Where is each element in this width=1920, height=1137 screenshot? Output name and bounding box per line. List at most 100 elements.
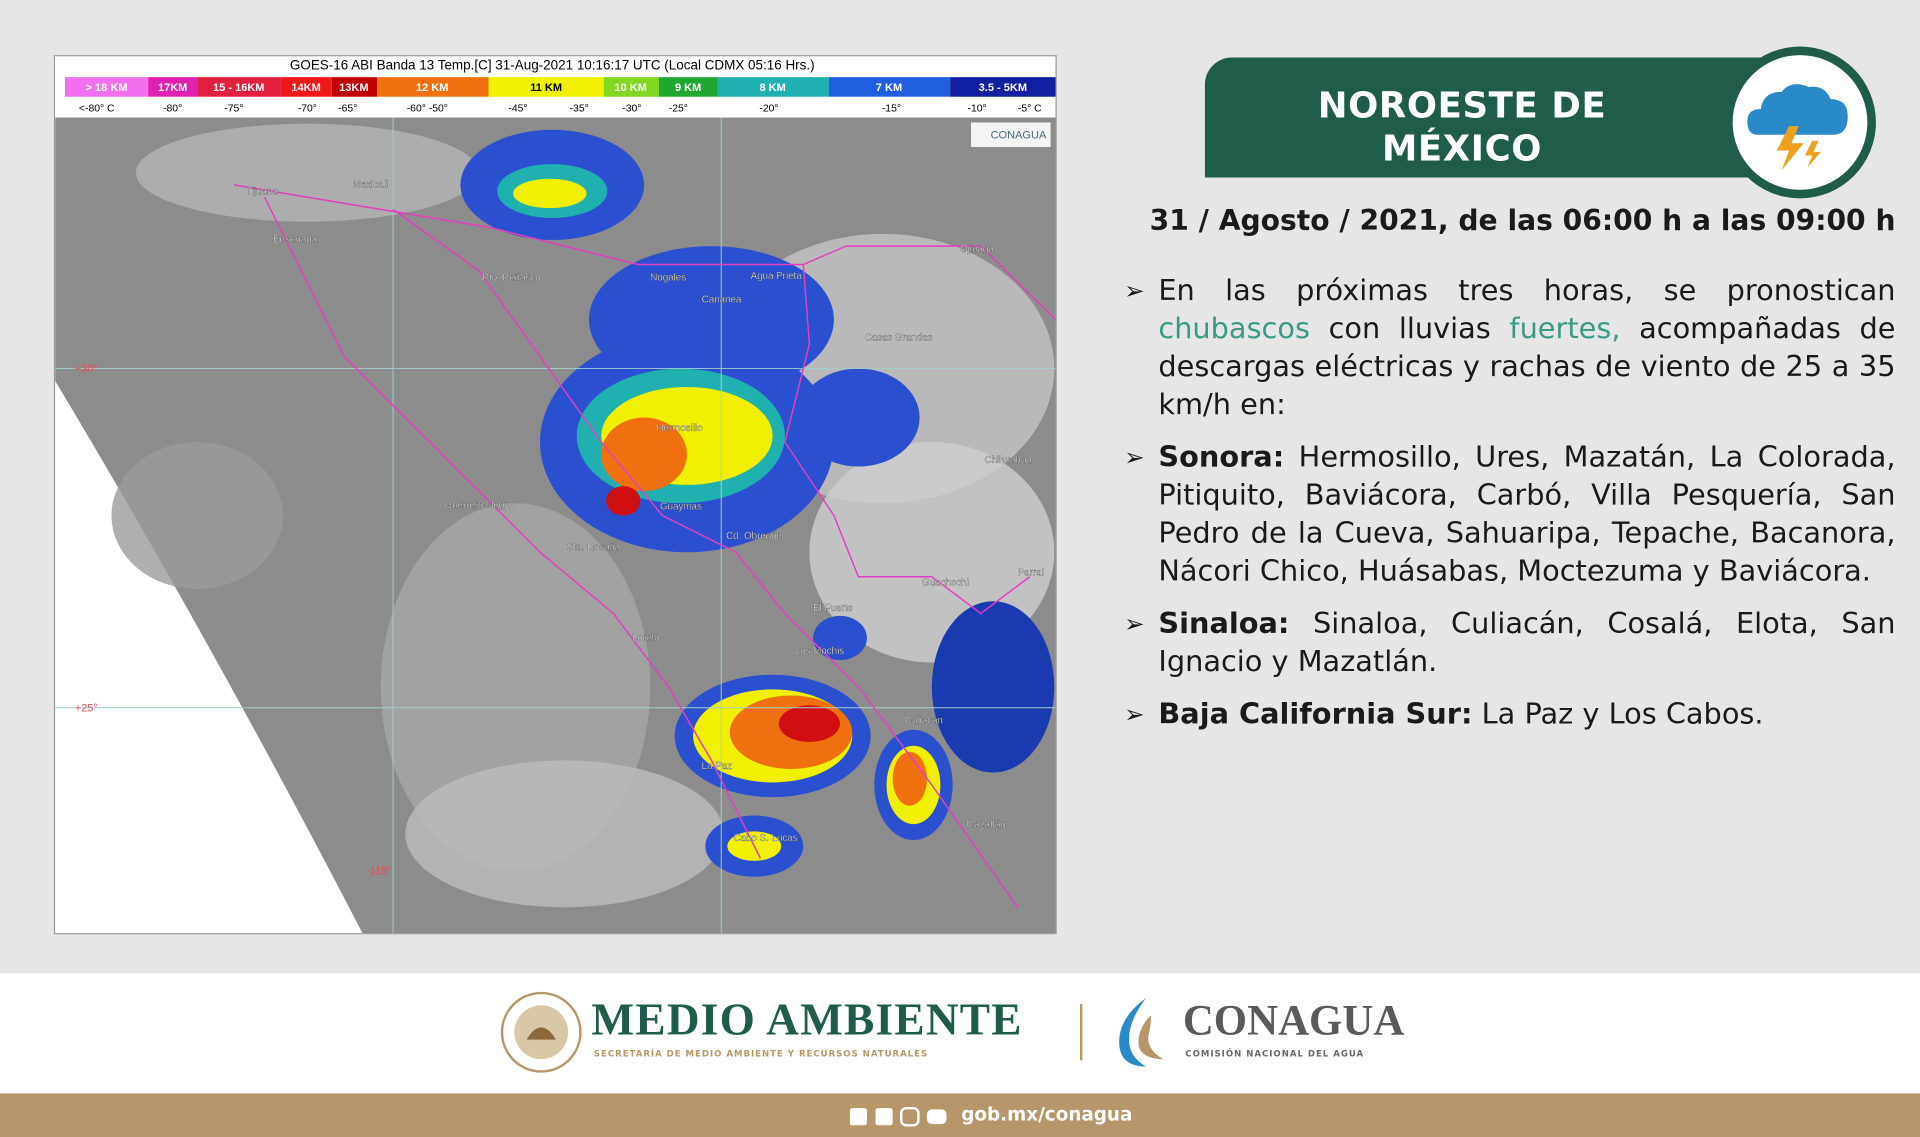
scale-label: 15 - 16KM: [213, 82, 264, 94]
place-label: Cabo S. Lucas: [733, 833, 797, 844]
coastline: [392, 208, 1019, 908]
border: [784, 264, 1031, 615]
shape: [875, 1108, 893, 1126]
cloud: [111, 442, 283, 589]
shape: [526, 1027, 556, 1040]
text: La Paz y Los Cabos.: [1481, 696, 1764, 732]
temp-label: -60° -50°: [407, 104, 448, 115]
place-label: Hermosillo: [656, 423, 703, 434]
scale-label: > 18 KM: [86, 82, 128, 94]
text: Hermosillo, Ures, Mazatán, La Colorada, …: [1158, 439, 1896, 588]
divider: [1080, 1004, 1083, 1061]
temp-label: -5° C: [1018, 104, 1042, 115]
forecast-list: En las próximas tres horas, se pronostic…: [1124, 272, 1895, 748]
scale-label: 12 KM: [416, 82, 448, 94]
place-label: Mexicali: [353, 179, 388, 190]
social-icons: [849, 1106, 947, 1127]
scale-label: 7 KM: [876, 82, 902, 94]
scale-swatch: [488, 77, 604, 97]
state-label: Sonora:: [1158, 439, 1285, 474]
shape: [900, 1106, 920, 1127]
place-label: Culiacán: [905, 716, 943, 727]
highlight: chubascos: [1158, 311, 1310, 346]
watermark: CONAGUA: [991, 129, 1047, 141]
weather-icon: [1724, 46, 1876, 199]
scale-swatch: [64, 77, 149, 97]
place-label: Agua Prieta: [751, 271, 803, 282]
storm: [931, 601, 1055, 773]
place-label: Guerrero Negro: [444, 500, 513, 511]
place-label: Ojinaga: [960, 244, 994, 255]
place-label: Parral: [1018, 568, 1044, 579]
imagery: [55, 117, 1056, 934]
temp-label: -30°: [622, 104, 641, 115]
place-label: Los Mochis: [795, 646, 845, 657]
scale-label: 14KM: [291, 82, 320, 94]
scale-swatch: [197, 77, 281, 97]
temp-label: -10°: [968, 104, 987, 115]
temp-label: -75°: [224, 104, 243, 115]
storm: [813, 615, 867, 661]
scale-swatch: [603, 77, 659, 97]
lightning-icon: [1776, 126, 1804, 171]
url: gob.mx/conagua: [961, 1103, 1133, 1126]
conagua-logo: [1119, 997, 1164, 1067]
forecast-item: En las próximas tres horas, se pronostic…: [1124, 272, 1895, 424]
grid-label: -115°: [366, 865, 392, 877]
grid-label: +30°: [75, 363, 98, 375]
shape: [1119, 997, 1147, 1067]
storm: [606, 486, 641, 516]
place-label: Pto. Peñasco: [482, 272, 541, 283]
text: con lluvias: [1328, 311, 1491, 346]
scale-label: 8 KM: [759, 82, 785, 94]
scale-label: 9 KM: [675, 82, 701, 94]
satellite-map: GOES-16 ABI Banda 13 Temp.[C] 31-Aug-202…: [53, 55, 1057, 935]
shape: [926, 1109, 947, 1125]
state-label: Sinaloa:: [1158, 606, 1290, 641]
scale-label: 17KM: [158, 82, 187, 94]
place-label: Guachochi: [922, 577, 969, 588]
state-label: Baja California Sur:: [1158, 696, 1473, 732]
place-label: Mazatlán: [966, 820, 1006, 831]
color-scale: > 18 KM 17KM 15 - 16KM 14KM 13KM 12 KM 1…: [64, 77, 1056, 115]
brand: CONAGUA: [1182, 996, 1405, 1045]
scale-swatch: [717, 77, 829, 97]
place-label: El Fuerte: [813, 603, 853, 614]
temp-label: -65°: [338, 104, 357, 115]
title-banner: NOROESTE DE MÉXICO: [1204, 57, 1781, 178]
brand-sub: SECRETARÍA DE MEDIO AMBIENTE Y RECURSOS …: [593, 1049, 929, 1060]
cloud: [135, 123, 479, 222]
temp-label: -45°: [508, 104, 527, 115]
scale-swatch: [148, 77, 198, 97]
place-label: Tijuana: [246, 187, 278, 198]
grid-label: +25°: [75, 702, 98, 714]
scale-swatch: [331, 77, 378, 97]
storm: [797, 368, 920, 467]
text: Sinaloa, Culiacán, Cosalá, Elota, San Ig…: [1158, 606, 1896, 679]
cloud-icon: [1747, 84, 1848, 135]
scale-swatch: [280, 77, 332, 97]
text: En las próximas tres horas, se pronostic…: [1158, 273, 1896, 308]
coastline: [263, 196, 762, 859]
temp-label: -70°: [298, 104, 317, 115]
storm: [892, 751, 927, 806]
scale-label: 13KM: [339, 82, 368, 94]
footer: [0, 973, 1920, 1094]
place-label: Chihuahua: [984, 455, 1032, 466]
title-line: MÉXICO: [1381, 127, 1543, 169]
lightning-icon: [1804, 140, 1821, 168]
border: [233, 184, 1056, 321]
scale-swatch: [377, 77, 489, 97]
bottom-bar: [0, 1093, 1920, 1137]
scale-swatch: [828, 77, 951, 97]
forecast-item: Baja California Sur: La Paz y Los Cabos.: [1124, 696, 1895, 734]
place-label: Ensenada: [273, 234, 318, 245]
shape: [1080, 1004, 1083, 1061]
date: 31 / Agosto / 2021, de las 06:00 h a las…: [1149, 205, 1896, 238]
scale-label: 11 KM: [530, 82, 562, 94]
place-label: La Paz: [702, 761, 733, 772]
place-label: Cananea: [702, 294, 742, 305]
brand: MEDIO AMBIENTE: [591, 995, 1023, 1046]
shape: [849, 1108, 867, 1126]
highlight: fuertes,: [1509, 311, 1621, 346]
